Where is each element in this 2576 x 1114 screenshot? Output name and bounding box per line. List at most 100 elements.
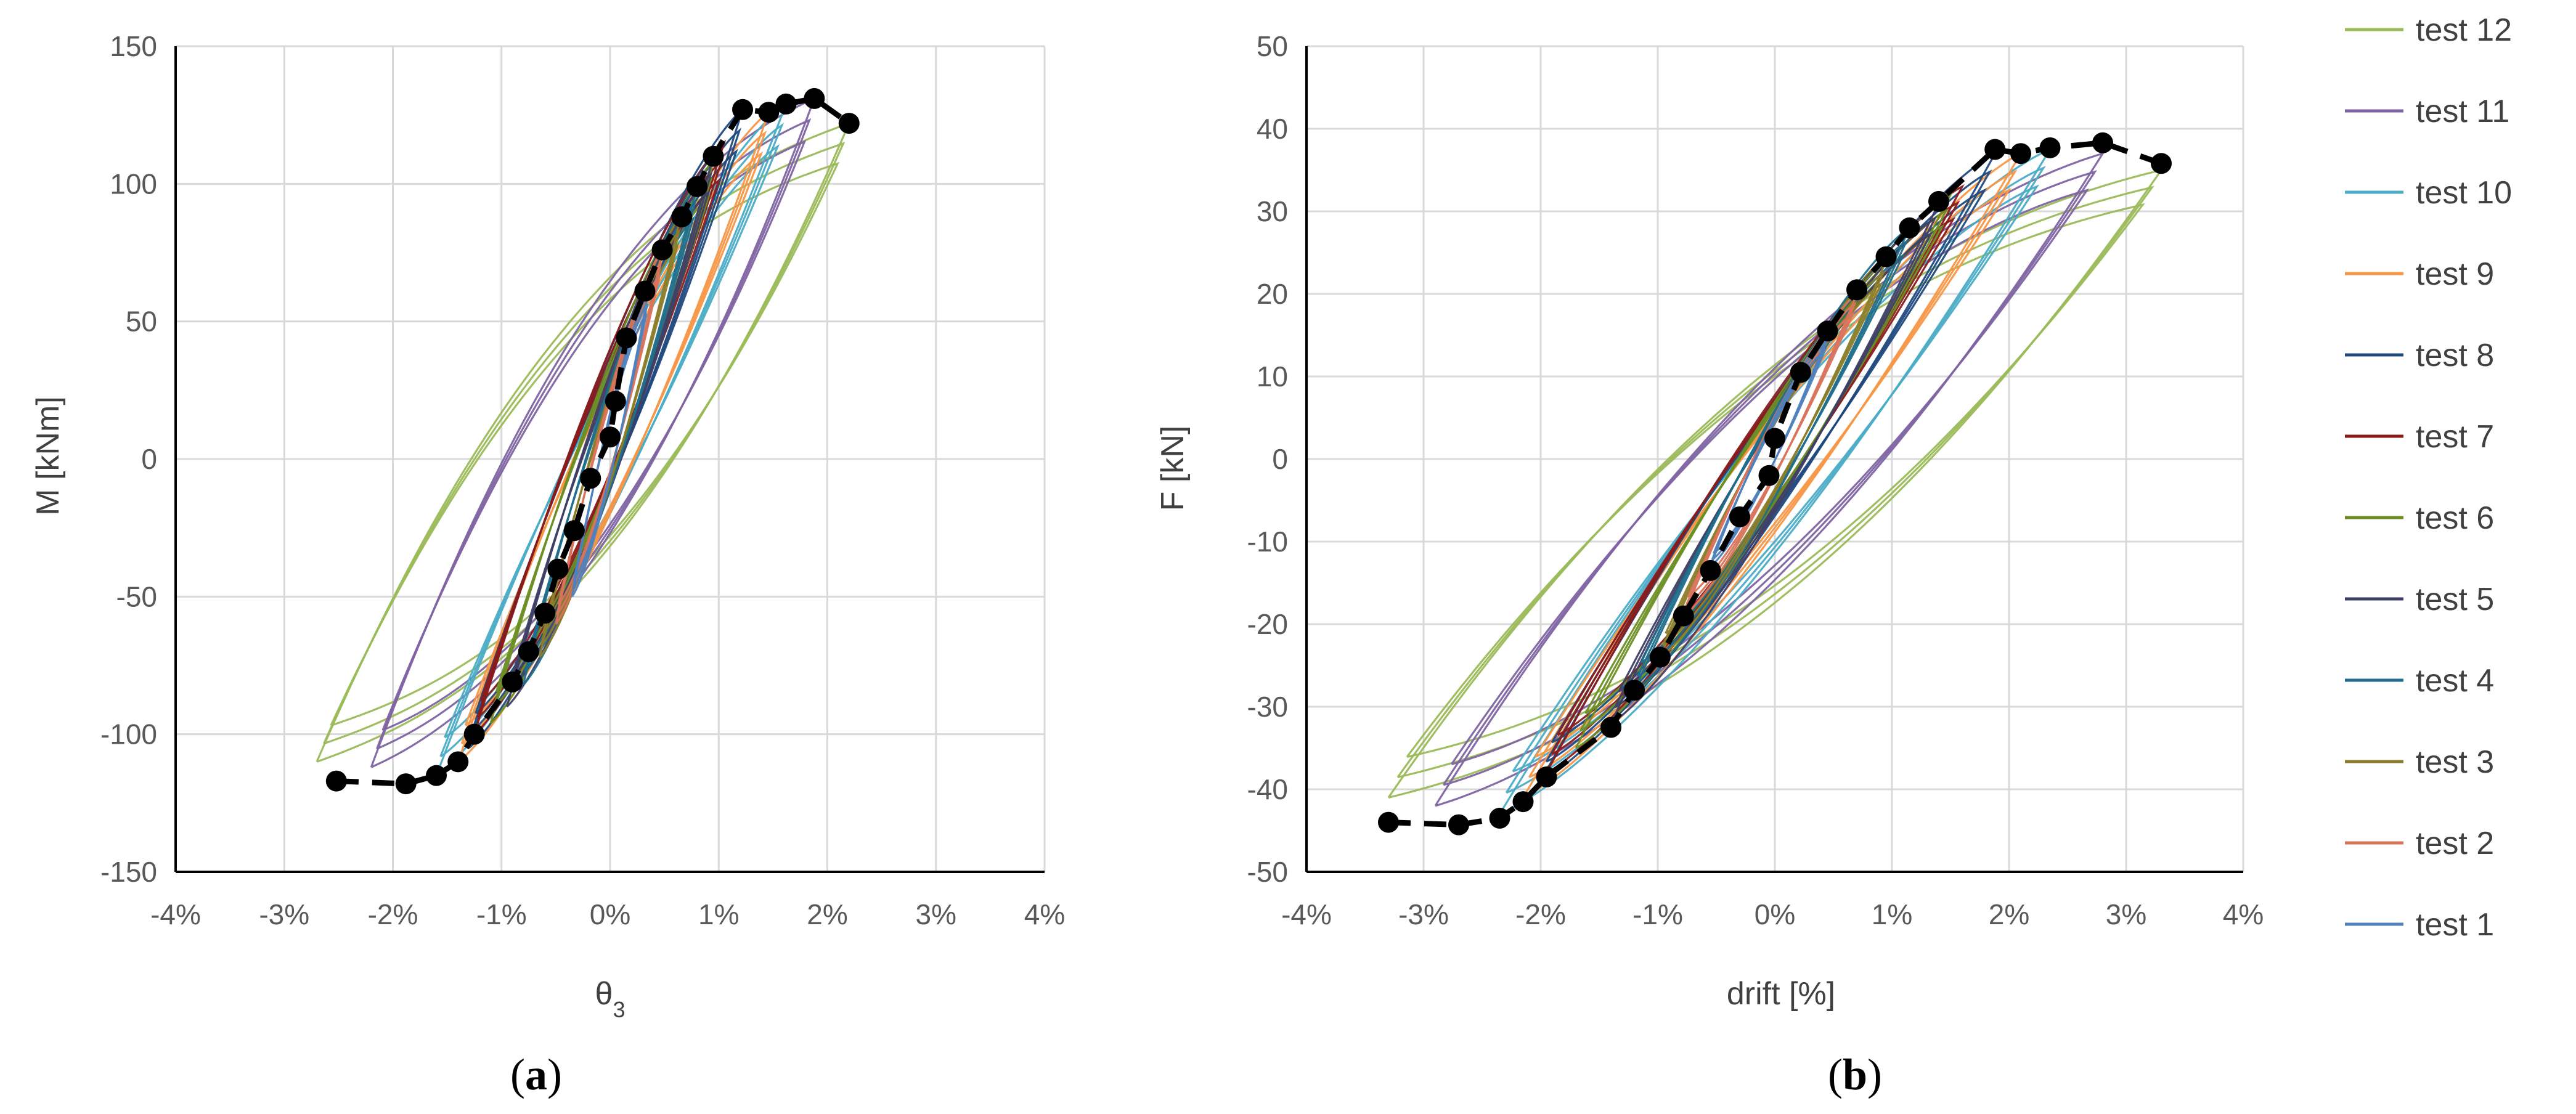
panel-b-envelope-point-14 — [1817, 320, 1838, 342]
panel-b-envelope-point-12 — [1764, 428, 1785, 449]
panel-b-y-axis-label: F [kN] — [1155, 426, 1191, 511]
panel-a-xtick-label-5: 1% — [698, 898, 739, 930]
panel-a-series-test-6-loop-2 — [495, 194, 711, 693]
panel-a-caption-close: ) — [547, 1050, 562, 1099]
panel-b-envelope-point-20 — [2010, 143, 2031, 165]
panel-a-xtick-label-3: -1% — [476, 898, 527, 930]
panel-a-xtick-label-1: -3% — [259, 898, 309, 930]
panel-a-axes — [174, 46, 1045, 873]
panel-b-envelope-point-21 — [2039, 137, 2061, 158]
panel-a-xtick-label-0: -4% — [150, 898, 201, 930]
panel-a-envelope-point-23 — [838, 113, 860, 134]
legend-label-test-4: test 4 — [2416, 663, 2494, 699]
panel-a-x-axis-label-base: θ — [595, 976, 613, 1012]
panel-b-ytick-label-7: 20 — [1257, 278, 1288, 310]
panel-a-envelope-point-13 — [616, 327, 637, 349]
panel-b-xtick-label-6: 2% — [1989, 898, 2029, 930]
legend-label-test-5: test 5 — [2416, 582, 2494, 617]
panel-b-caption-letter: b — [1843, 1050, 1867, 1099]
panel-a-envelope — [325, 87, 860, 795]
legend-label-test-12: test 12 — [2416, 12, 2512, 48]
panel-b-xtick-label-4: 0% — [1755, 898, 1795, 930]
panel-a-envelope-point-11 — [600, 426, 621, 448]
panel-a-envelope-point-19 — [732, 99, 754, 120]
legend-label-test-6: test 6 — [2416, 500, 2494, 536]
legend-label-test-3: test 3 — [2416, 744, 2494, 780]
panel-a-envelope-point-17 — [687, 176, 707, 197]
panel-b-envelope-point-8 — [1673, 605, 1694, 627]
panel-a-tick-labels: -4% -3% -2% -1% 0% 1% 2% 3% 4% -150 -100 -50 0 50 100 1… — [100, 30, 1065, 930]
panel-b-envelope-point-11 — [1758, 465, 1780, 486]
panel-b-envelope-point-19 — [1984, 139, 2006, 160]
panel-a-caption: (a) — [510, 1050, 562, 1099]
panel-a-gridlines — [174, 45, 1046, 873]
panel-a-series-group — [316, 96, 851, 777]
panel-b-envelope-point-3 — [1512, 791, 1534, 813]
panel-b-ytick-label-1: -40 — [1247, 773, 1288, 805]
panel-b-xtick-label-0: -4% — [1281, 898, 1332, 930]
panel-b-envelope-point-2 — [1489, 807, 1510, 829]
legend-label-test-9: test 9 — [2416, 256, 2494, 292]
panel-a-xtick-label-7: 3% — [916, 898, 956, 930]
panel-a-ytick-label-6: 150 — [110, 30, 157, 62]
panel-a-envelope-point-21 — [775, 93, 797, 115]
panel-a-xtick-label-4: 0% — [590, 898, 630, 930]
legend-label-test-2: test 2 — [2416, 826, 2494, 861]
panel-b-envelope-point-18 — [1928, 190, 1949, 212]
panel-b-ytick-label-8: 30 — [1257, 195, 1288, 227]
panel-b-ytick-label-2: -30 — [1247, 691, 1288, 723]
legend-label-test-7: test 7 — [2416, 419, 2494, 455]
panel-b-envelope — [1378, 132, 2172, 836]
panel-a-xtick-label-2: -2% — [368, 898, 418, 930]
panel-a-envelope-point-1 — [395, 773, 417, 795]
panel-b-envelope-point-9 — [1700, 559, 1721, 581]
legend-label-test-11: test 11 — [2416, 94, 2509, 129]
panel-a-envelope-point-18 — [703, 145, 724, 167]
panel-b-series-test-2-loop-2 — [1687, 311, 1856, 598]
panel-b-envelope-point-5 — [1600, 717, 1621, 738]
panel-a-envelope-point-0 — [325, 770, 347, 792]
panel-b-ytick-label-6: 10 — [1257, 360, 1288, 392]
panel-a-envelope-point-7 — [534, 603, 556, 624]
panel-b-ytick-label-5: 0 — [1272, 443, 1288, 475]
panel-b-envelope-point-6 — [1624, 680, 1645, 701]
panel-a-caption-open: ( — [510, 1050, 525, 1099]
panel-b-xtick-label-2: -2% — [1515, 898, 1566, 930]
panel-a-envelope-point-3 — [447, 751, 469, 773]
panel-a-chart: -4% -3% -2% -1% 0% 1% 2% 3% 4% -150 -100 -50 0 50 100 1… — [30, 30, 1065, 1099]
panel-b-ytick-label-9: 40 — [1257, 113, 1288, 145]
panel-a-ytick-label-0: -150 — [100, 856, 157, 888]
panel-b-caption-open: ( — [1828, 1050, 1843, 1099]
panel-b-envelope-point-23 — [2151, 153, 2172, 174]
panel-b-chart: -4% -3% -2% -1% 0% 1% 2% 3% 4% -50 -40 -30 -20 -10 0 10… — [1155, 30, 2264, 1099]
panel-b-tick-labels: -4% -3% -2% -1% 0% 1% 2% 3% 4% -50 -40 -30 -20 -10 0 10… — [1247, 30, 2264, 930]
panel-b-envelope-point-16 — [1875, 246, 1897, 267]
panel-a-x-axis-label-sub: 3 — [613, 997, 625, 1022]
panel-b-envelope-point-10 — [1729, 506, 1750, 527]
panel-b-caption-close: ) — [1867, 1050, 1882, 1099]
panel-b-envelope-point-13 — [1790, 362, 1811, 383]
panel-a-series-test-7-loop-2 — [479, 177, 721, 702]
panel-b-envelope-point-15 — [1846, 279, 1867, 301]
panel-a-ytick-label-2: -50 — [116, 580, 157, 612]
panel-b-envelope-point-0 — [1378, 811, 1399, 833]
panel-a-series-test-1-loop-2 — [573, 313, 648, 581]
panel-b-ytick-label-0: -50 — [1247, 856, 1288, 888]
panel-a-xtick-label-8: 4% — [1024, 898, 1065, 930]
panel-b-axes — [1305, 46, 2243, 873]
panel-a-envelope-point-20 — [758, 102, 780, 123]
panel-b-xtick-label-8: 4% — [2223, 898, 2264, 930]
panel-a-y-axis-label: M [kNm] — [30, 396, 66, 516]
panel-a-envelope-point-6 — [518, 641, 539, 662]
panel-a-series-test-2-loop-2 — [557, 274, 661, 605]
legend: test 12 test 11 test 10 test 9 test 8 test 7 t… — [2345, 12, 2512, 943]
panel-b-envelope-point-4 — [1536, 766, 1557, 787]
panel-a-envelope-point-2 — [426, 765, 447, 786]
panel-b-xtick-label-1: -3% — [1398, 898, 1449, 930]
panel-a-envelope-point-16 — [671, 206, 693, 227]
panel-a-envelope-point-15 — [651, 239, 673, 261]
legend-label-test-1: test 1 — [2416, 907, 2494, 943]
panel-b-envelope-line — [1388, 140, 2162, 828]
panel-a-ytick-label-4: 50 — [126, 306, 157, 338]
